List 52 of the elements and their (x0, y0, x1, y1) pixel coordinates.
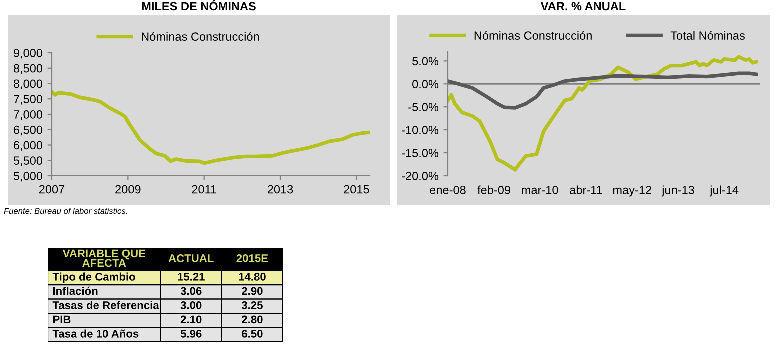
y-tick-label: 8,500 (14, 64, 43, 74)
y-tick-label: 7,500 (14, 95, 43, 105)
x-tick-label: 2007 (39, 185, 65, 194)
text: Tasas de Referencia (52, 301, 160, 310)
text: 2.90 (242, 287, 263, 296)
text: 6.50 (242, 330, 263, 338)
text: Tipo de Cambio (52, 272, 136, 284)
text: Tasa de 10 Años (52, 330, 139, 338)
text: 15.21 (178, 273, 205, 281)
x-tick-label: 2011 (192, 185, 216, 194)
text: ACTUAL (168, 254, 214, 262)
text: 2.80 (242, 316, 263, 324)
text: Inflación (53, 286, 98, 296)
legend-label: Nóminas Construcción (142, 32, 260, 42)
y-tick-label: 5,500 (14, 156, 43, 166)
x-tick-label: mar-10 (522, 186, 558, 194)
text: 14.80 (239, 273, 266, 281)
y-tick-label: -10.0% (402, 126, 439, 134)
y-tick-label: 6,000 (14, 141, 43, 152)
chart-title: VAR. % ANUAL (540, 2, 626, 11)
source-note: Fuente: Bureau of labor statistics. (4, 208, 128, 214)
legend-label: Total Nóminas (670, 31, 745, 40)
text: 3.06 (180, 287, 202, 296)
x-tick-label: feb-09 (478, 186, 510, 194)
y-tick-label: 8,000 (14, 80, 43, 90)
text: PIB (53, 316, 71, 324)
text: VARIABLE QUE AFECTA (62, 250, 146, 268)
y-tick-label: 0.0% (412, 80, 439, 89)
x-tick-label: ene-08 (430, 186, 466, 194)
x-tick-label: may-12 (613, 186, 652, 197)
line-series (52, 90, 370, 166)
text: 2.10 (180, 316, 202, 324)
y-tick-label: -5.0% (408, 103, 439, 112)
text: 5.96 (180, 330, 202, 338)
y-tick-label: 5,000 (14, 172, 43, 182)
x-tick-label: 2015 (344, 185, 370, 194)
y-tick-label: 7,000 (14, 110, 43, 120)
chart-title: MILES DE NÓMINAS (142, 0, 256, 11)
x-tick-label: abr-11 (570, 186, 602, 194)
x-tick-label: 2013 (268, 185, 294, 194)
y-tick-label: -15.0% (402, 149, 439, 158)
x-tick-label: 2009 (116, 185, 141, 194)
y-tick-label: 5.0% (412, 57, 439, 66)
y-tick-label: 9,000 (14, 49, 43, 59)
x-tick-label: jul-14 (710, 186, 739, 197)
y-tick-label: -20.0% (402, 172, 439, 180)
text: 2015E (236, 254, 268, 262)
legend-label: Nóminas Construcción (474, 31, 592, 40)
x-tick-label: jun-13 (662, 186, 694, 197)
text: 3.25 (242, 302, 263, 310)
text: 3.00 (180, 302, 202, 310)
y-tick-label: 6,500 (14, 126, 43, 136)
